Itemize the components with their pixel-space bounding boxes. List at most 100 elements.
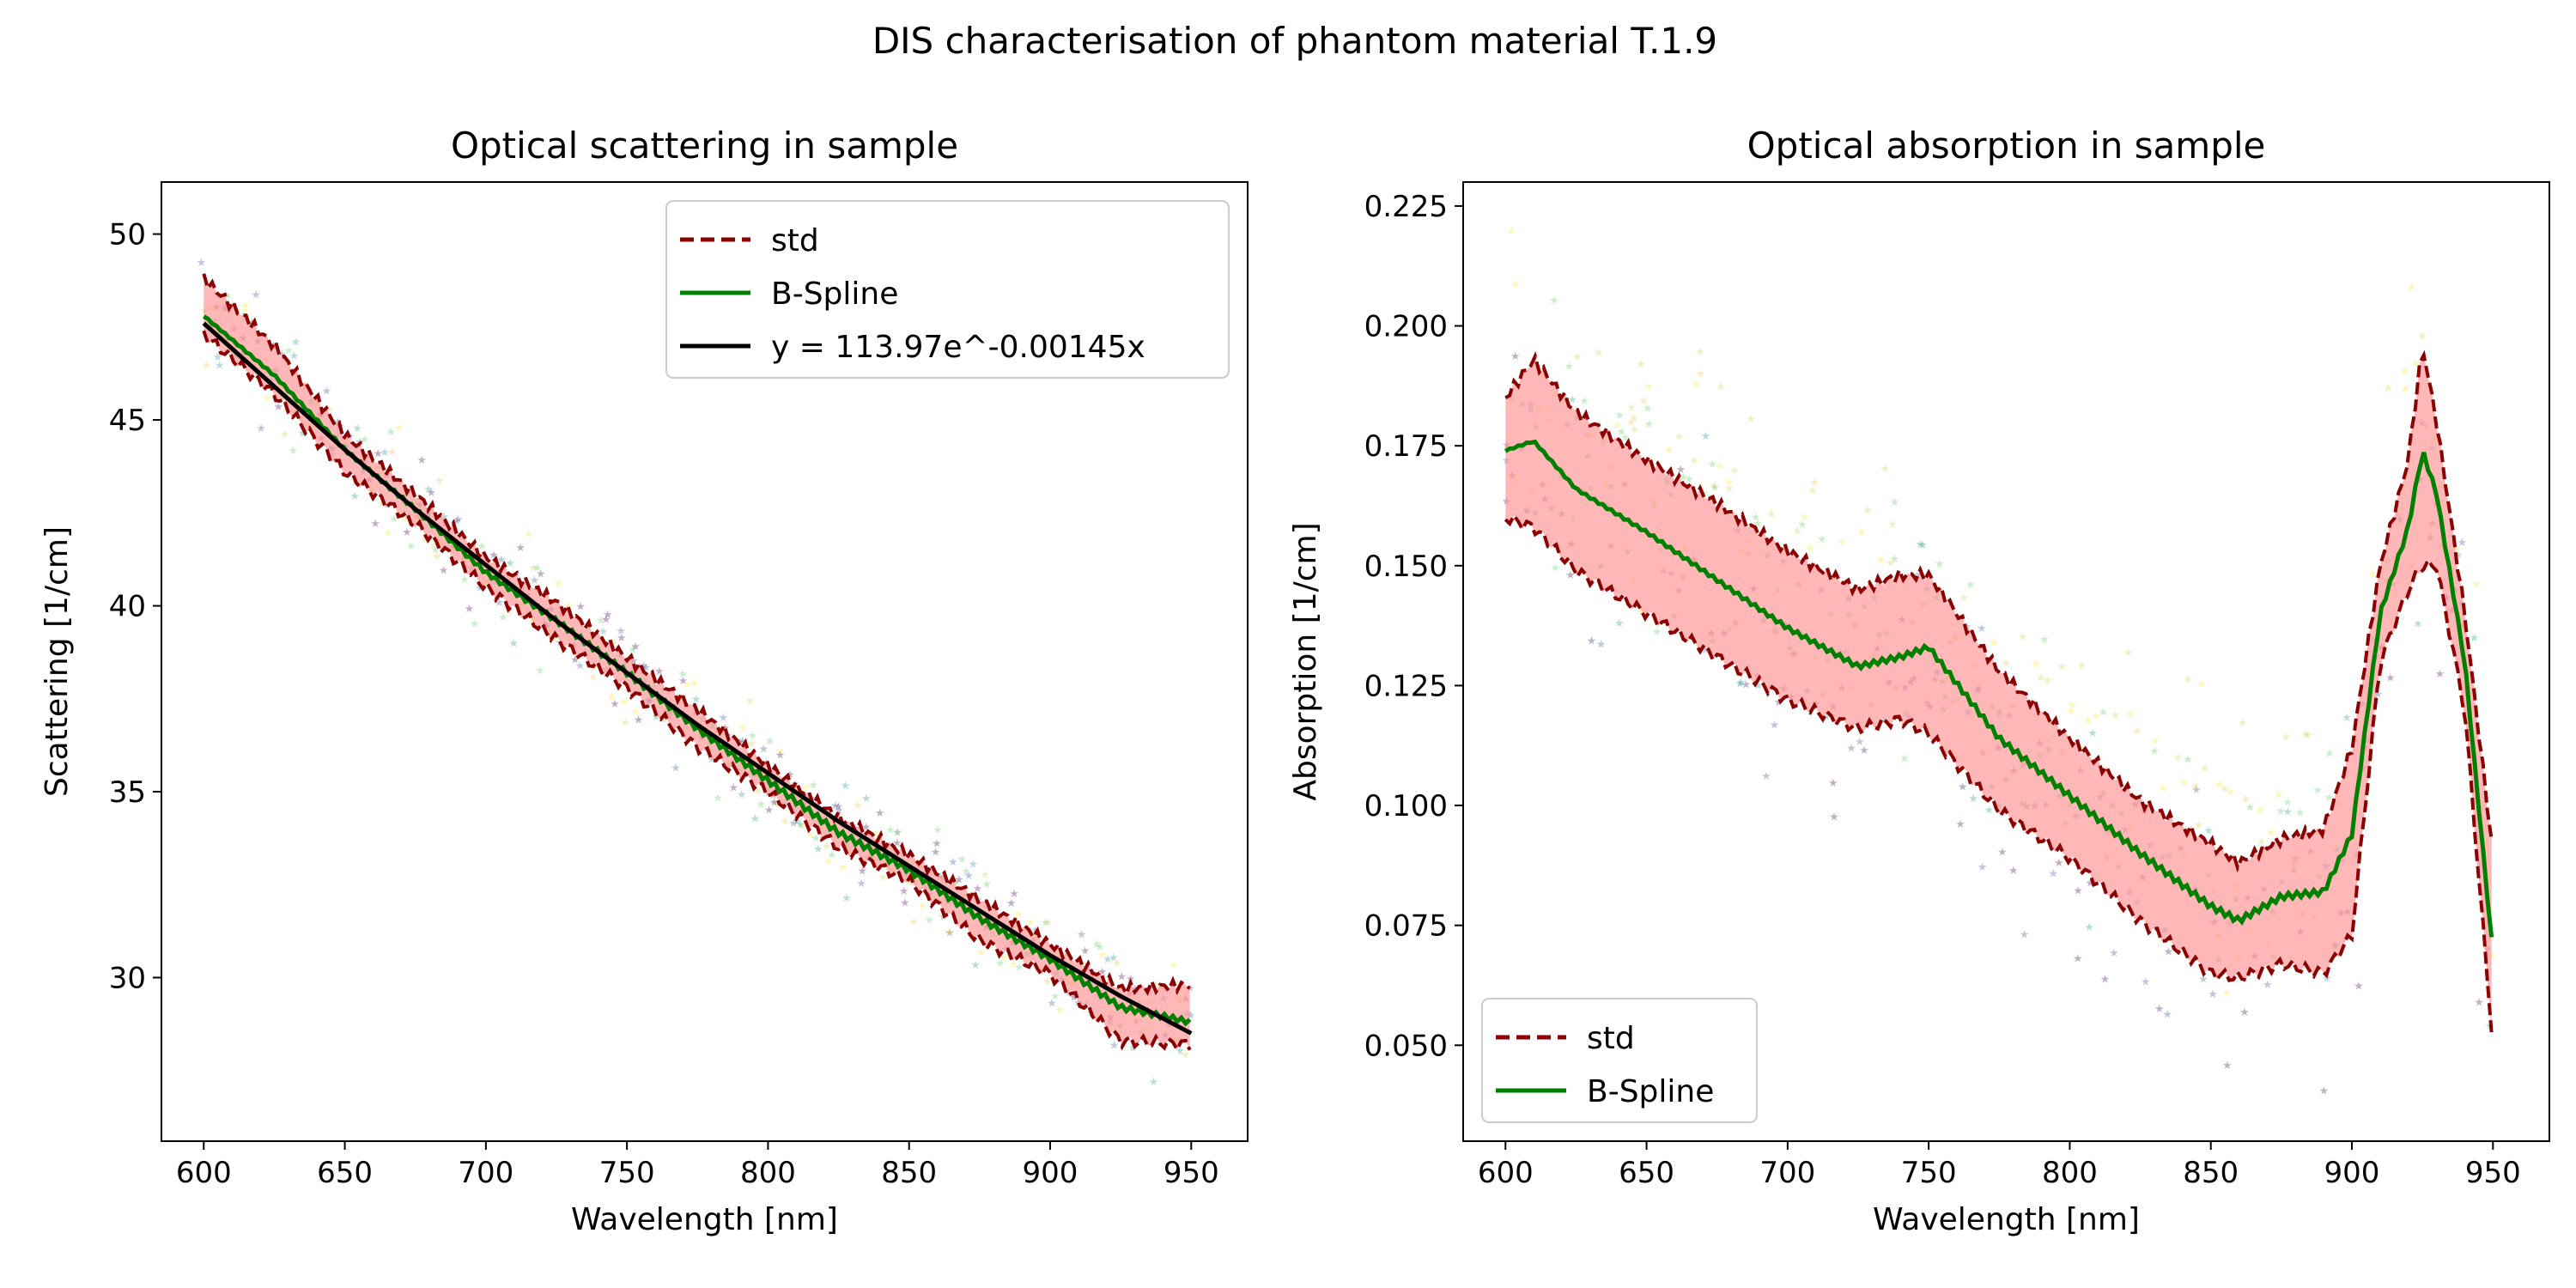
scatter-point: ★ <box>240 300 251 313</box>
scatter-point: ★ <box>1916 538 1926 551</box>
scatter-point: ★ <box>2226 786 2236 799</box>
scatter-point: ★ <box>2068 699 2078 712</box>
scatter-point: ★ <box>2084 921 2094 934</box>
scatter-point: ★ <box>1565 569 1576 582</box>
scatter-point: ★ <box>1846 742 1856 755</box>
scatter-point: ★ <box>1792 525 1802 538</box>
scatter-point: ★ <box>2215 779 2225 792</box>
scatter-point: ★ <box>2163 946 2173 959</box>
scatter-point: ★ <box>2150 735 2160 748</box>
scatter-point: ★ <box>795 819 805 832</box>
scatter-point: ★ <box>1626 416 1637 429</box>
scatter-point: ★ <box>430 544 440 557</box>
scatter-point: ★ <box>617 632 627 645</box>
scatter-point: ★ <box>477 540 487 553</box>
chart-title: Optical scattering in sample <box>451 125 958 167</box>
x-tick-label: 700 <box>458 1156 513 1190</box>
scatter-point: ★ <box>2487 950 2497 963</box>
scatter-point: ★ <box>352 422 362 435</box>
scatter-point: ★ <box>1766 508 1777 521</box>
scatter-point: ★ <box>262 392 272 405</box>
scatter-point: ★ <box>290 336 301 349</box>
scatter-point: ★ <box>1567 393 1577 406</box>
scatter-point: ★ <box>452 515 462 528</box>
scatter-point: ★ <box>753 786 763 799</box>
scatter-point: ★ <box>1678 471 1688 484</box>
legend-label: std <box>771 223 819 258</box>
scatter-point: ★ <box>1579 395 1589 408</box>
legend-box <box>665 200 1230 379</box>
scatter-point: ★ <box>2208 988 2218 1001</box>
scatter-point: ★ <box>2266 826 2276 839</box>
scatter-point: ★ <box>1128 1042 1139 1055</box>
y-tick-label: 50 <box>109 218 146 252</box>
scatter-point: ★ <box>427 487 437 500</box>
scatter-point: ★ <box>893 826 903 839</box>
scatter-point: ★ <box>2039 634 2050 647</box>
scatter-point: ★ <box>691 694 702 707</box>
scatter-point: ★ <box>728 782 738 795</box>
scatter-point: ★ <box>373 447 383 460</box>
scatter-point: ★ <box>601 613 611 626</box>
legend-label: std <box>1587 1021 1635 1056</box>
scatter-point: ★ <box>1097 949 1108 962</box>
scatter-point: ★ <box>1041 916 1051 929</box>
scatter-point: ★ <box>969 858 979 871</box>
scatter-point: ★ <box>283 345 294 358</box>
scatter-point: ★ <box>2036 671 2046 684</box>
std-lower-line <box>202 330 1192 1054</box>
absorption-chart: ★★★★★★★★★★★★★★★★★★★★★★★★★★★★★★★★★★★★★★★★… <box>1288 125 2550 1237</box>
scatter-point: ★ <box>1116 970 1127 983</box>
scatter-point: ★ <box>2282 796 2293 809</box>
scatter-point: ★ <box>1879 715 1889 728</box>
scatter-point: ★ <box>2281 732 2291 744</box>
scatter-point: ★ <box>2367 568 2378 581</box>
scatter-point: ★ <box>574 659 585 672</box>
scatter-point: ★ <box>2111 709 2121 722</box>
scatter-point: ★ <box>748 730 758 743</box>
scatter-point: ★ <box>1797 519 1807 532</box>
scatter-point: ★ <box>1617 426 1627 439</box>
scatter-point: ★ <box>2238 717 2248 730</box>
scatter-point: ★ <box>917 900 927 913</box>
scatter-point: ★ <box>861 821 872 834</box>
scatter-point: ★ <box>2413 618 2423 631</box>
scatter-point: ★ <box>2154 1003 2165 1016</box>
scatter-point: ★ <box>2470 632 2480 645</box>
scatter-point: ★ <box>1917 539 1928 552</box>
scatter-point: ★ <box>2073 953 2083 966</box>
legend: std B-Spline <box>1481 998 1758 1123</box>
scatter-point: ★ <box>2196 678 2207 691</box>
scatter-point: ★ <box>738 721 748 734</box>
scatter-point: ★ <box>1880 463 1890 476</box>
scatter-point: ★ <box>2203 825 2214 838</box>
scatter-point: ★ <box>634 714 644 727</box>
scatter-point: ★ <box>1886 557 1896 570</box>
scatter-point: ★ <box>677 668 688 681</box>
scatter-point: ★ <box>900 896 910 909</box>
scatter-point: ★ <box>1013 908 1024 921</box>
scatter-point: ★ <box>289 350 300 363</box>
scatter-point: ★ <box>963 870 974 883</box>
scatter-point: ★ <box>1809 477 1820 489</box>
scatter-point: ★ <box>764 804 775 817</box>
scatter-point: ★ <box>2001 657 2011 670</box>
scatter-point: ★ <box>756 799 766 811</box>
x-axis-label: Wavelength [nm] <box>571 1202 838 1237</box>
scatter-point: ★ <box>841 780 851 793</box>
scatter-point: ★ <box>999 951 1009 964</box>
scatter-point: ★ <box>945 927 955 939</box>
scatter-point: ★ <box>1817 533 1827 546</box>
scatter-point: ★ <box>1175 1045 1185 1058</box>
scatter-point: ★ <box>2198 973 2208 986</box>
scatter-point: ★ <box>215 359 225 372</box>
scatter-point: ★ <box>459 574 470 586</box>
scatter-point: ★ <box>420 534 430 547</box>
scatter-point: ★ <box>737 788 747 801</box>
scatter-point: ★ <box>1837 536 1847 549</box>
scatter-point: ★ <box>823 855 834 868</box>
scatter-point: ★ <box>1636 358 1646 371</box>
scatter-point: ★ <box>1700 644 1710 657</box>
scatter-point: ★ <box>383 526 393 539</box>
scatter-point: ★ <box>515 542 526 555</box>
